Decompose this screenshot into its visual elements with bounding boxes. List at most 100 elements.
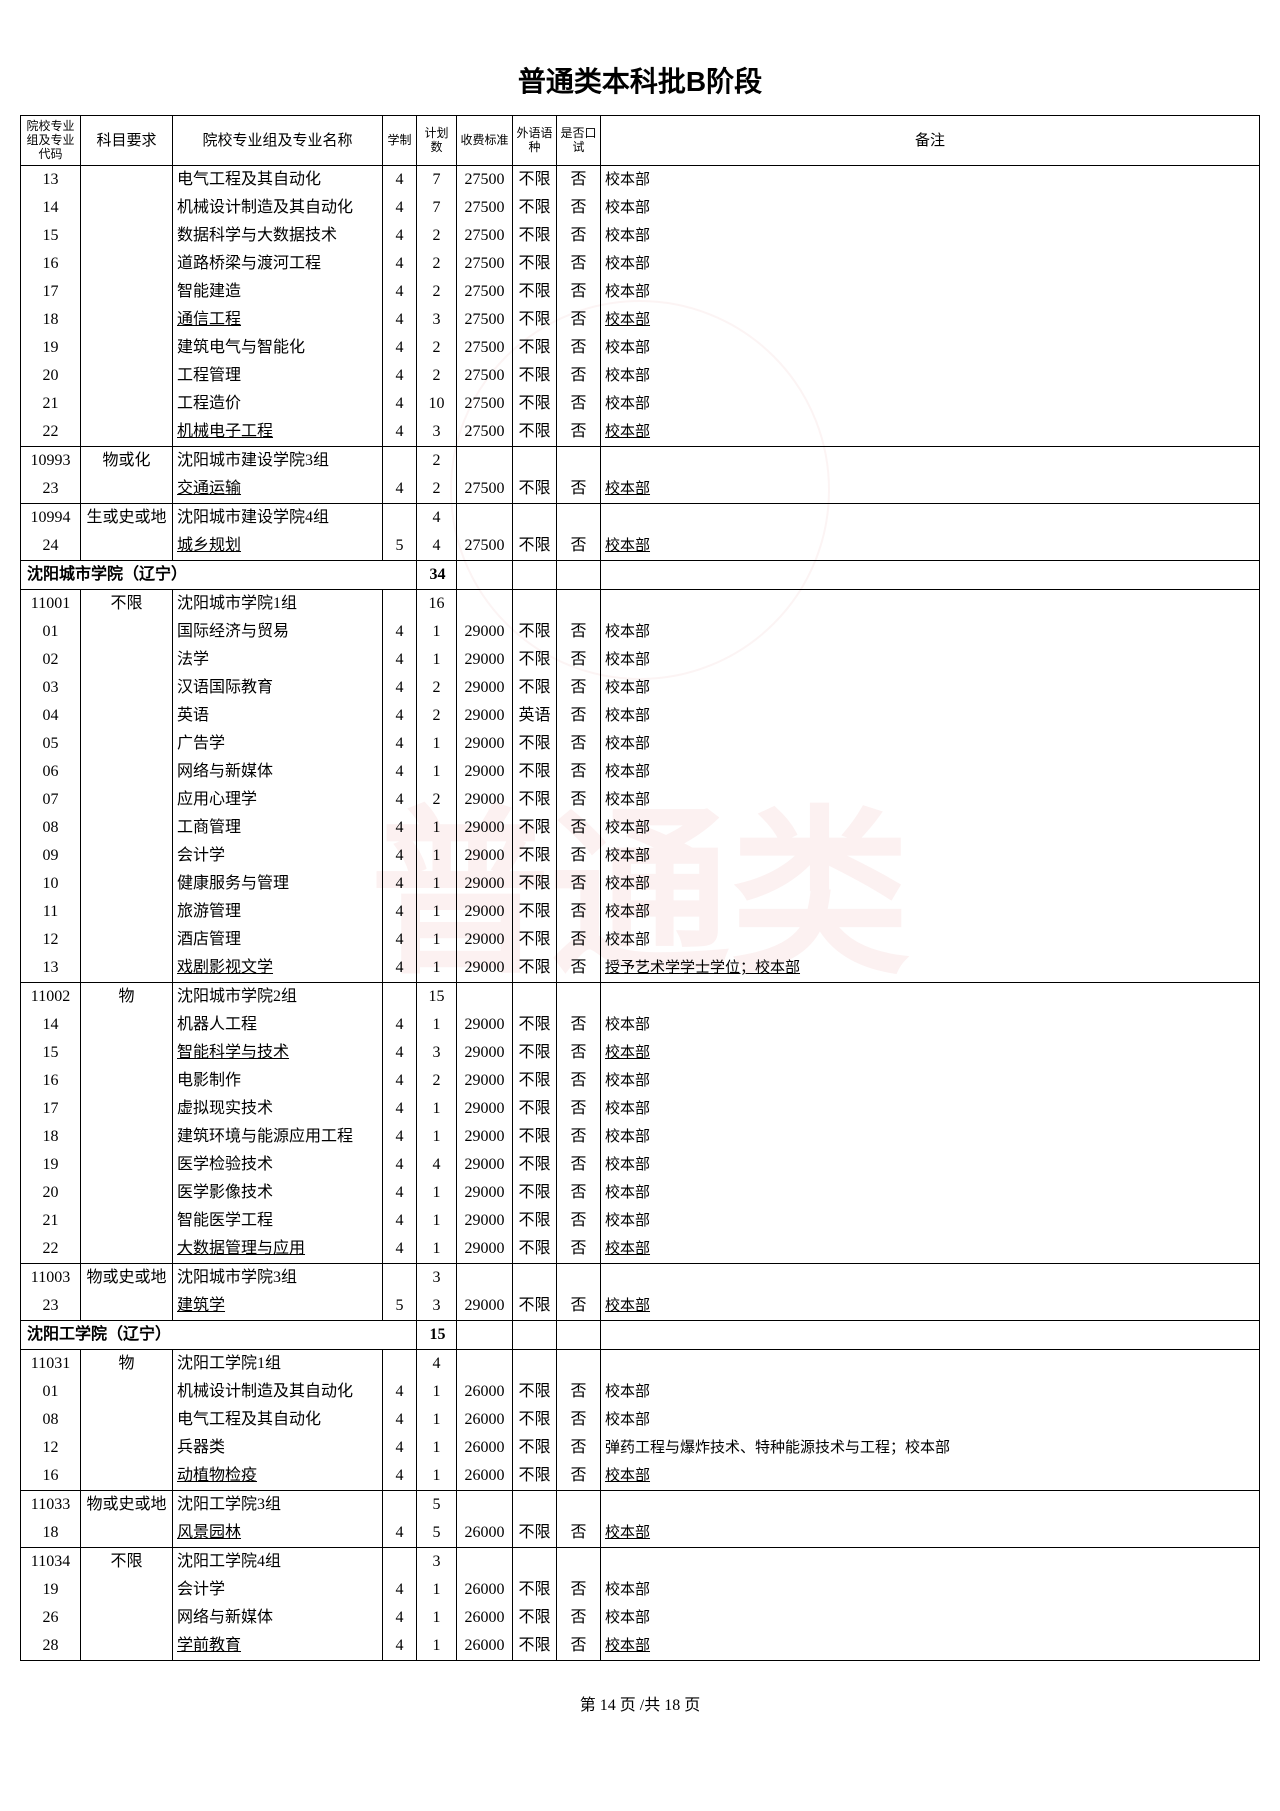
cell-plan: 1 <box>417 1604 457 1632</box>
cell-code: 11033 <box>21 1491 81 1520</box>
cell-oral: 否 <box>557 842 601 870</box>
cell-subject <box>81 646 173 674</box>
cell-years: 4 <box>383 618 417 646</box>
cell-fee: 27500 <box>457 250 513 278</box>
cell-major-name: 工商管理 <box>173 814 383 842</box>
cell-lang: 不限 <box>513 954 557 983</box>
cell-years: 4 <box>383 194 417 222</box>
cell-years: 4 <box>383 1462 417 1491</box>
cell-remark: 校本部 <box>601 278 1260 306</box>
cell-oral: 否 <box>557 362 601 390</box>
cell-code: 08 <box>21 814 81 842</box>
cell-plan: 4 <box>417 532 457 561</box>
cell-remark: 校本部 <box>601 926 1260 954</box>
cell-major-name: 机械电子工程 <box>173 418 383 447</box>
table-row: 13戏剧影视文学4129000不限否授予艺术学学士学位；校本部 <box>21 954 1260 983</box>
table-row: 09会计学4129000不限否校本部 <box>21 842 1260 870</box>
table-row: 12兵器类4126000不限否弹药工程与爆炸技术、特种能源技术与工程；校本部 <box>21 1434 1260 1462</box>
cell-lang: 不限 <box>513 926 557 954</box>
cell-plan: 2 <box>417 674 457 702</box>
table-row: 12酒店管理4129000不限否校本部 <box>21 926 1260 954</box>
cell-plan: 4 <box>417 1151 457 1179</box>
cell-oral: 否 <box>557 1235 601 1264</box>
table-row: 24城乡规划5427500不限否校本部 <box>21 532 1260 561</box>
cell-plan: 2 <box>417 475 457 504</box>
cell-fee: 27500 <box>457 475 513 504</box>
cell-fee: 29000 <box>457 814 513 842</box>
cell-years: 4 <box>383 954 417 983</box>
cell-lang: 不限 <box>513 730 557 758</box>
cell-fee <box>457 1350 513 1379</box>
cell-oral: 否 <box>557 786 601 814</box>
cell-years: 4 <box>383 1406 417 1434</box>
cell-fee: 27500 <box>457 194 513 222</box>
cell-oral: 否 <box>557 250 601 278</box>
cell-oral <box>557 1350 601 1379</box>
cell-fee: 29000 <box>457 786 513 814</box>
table-row: 19医学检验技术4429000不限否校本部 <box>21 1151 1260 1179</box>
cell-code: 19 <box>21 334 81 362</box>
cell-years: 4 <box>383 1067 417 1095</box>
cell-oral: 否 <box>557 1207 601 1235</box>
cell-lang: 不限 <box>513 1576 557 1604</box>
table-row: 01机械设计制造及其自动化4126000不限否校本部 <box>21 1378 1260 1406</box>
cell-remark: 校本部 <box>601 1067 1260 1095</box>
cell-major-name: 智能建造 <box>173 278 383 306</box>
cell-major-name: 电气工程及其自动化 <box>173 1406 383 1434</box>
cell-major-name: 会计学 <box>173 842 383 870</box>
cell-subject <box>81 1604 173 1632</box>
cell-subject <box>81 870 173 898</box>
cell-major-name: 应用心理学 <box>173 786 383 814</box>
cell-fee <box>457 1548 513 1577</box>
cell-years: 4 <box>383 306 417 334</box>
cell-fee <box>457 590 513 619</box>
cell-years: 4 <box>383 926 417 954</box>
cell-lang: 不限 <box>513 814 557 842</box>
cell-lang <box>513 1350 557 1379</box>
cell-fee: 29000 <box>457 646 513 674</box>
cell-major-name: 工程管理 <box>173 362 383 390</box>
cell-lang <box>513 590 557 619</box>
cell-fee: 29000 <box>457 758 513 786</box>
table-row: 26网络与新媒体4126000不限否校本部 <box>21 1604 1260 1632</box>
cell-subject: 生或史或地 <box>81 504 173 533</box>
cell-major-name: 医学影像技术 <box>173 1179 383 1207</box>
cell-oral: 否 <box>557 1519 601 1548</box>
cell-lang: 不限 <box>513 334 557 362</box>
cell-subject <box>81 418 173 447</box>
cell-oral: 否 <box>557 1604 601 1632</box>
cell-years: 4 <box>383 702 417 730</box>
cell-code: 10993 <box>21 447 81 476</box>
cell-fee: 29000 <box>457 730 513 758</box>
cell-subject <box>81 730 173 758</box>
cell-subject <box>81 1632 173 1661</box>
cell-remark: 校本部 <box>601 1123 1260 1151</box>
table-row: 14机器人工程4129000不限否校本部 <box>21 1011 1260 1039</box>
cell-remark: 校本部 <box>601 1151 1260 1179</box>
cell-subject <box>81 898 173 926</box>
cell-lang: 不限 <box>513 306 557 334</box>
cell-plan: 1 <box>417 1179 457 1207</box>
cell-remark: 校本部 <box>601 1632 1260 1661</box>
cell-years: 4 <box>383 1011 417 1039</box>
cell-fee: 26000 <box>457 1434 513 1462</box>
cell-oral: 否 <box>557 870 601 898</box>
cell-fee: 27500 <box>457 222 513 250</box>
cell-oral: 否 <box>557 954 601 983</box>
cell-oral: 否 <box>557 898 601 926</box>
cell-major-name: 机械设计制造及其自动化 <box>173 194 383 222</box>
cell-years: 4 <box>383 278 417 306</box>
cell-oral <box>557 447 601 476</box>
table-row: 13电气工程及其自动化4727500不限否校本部 <box>21 166 1260 195</box>
table-row: 05广告学4129000不限否校本部 <box>21 730 1260 758</box>
cell-lang <box>513 983 557 1012</box>
cell-remark: 校本部 <box>601 306 1260 334</box>
cell-lang: 不限 <box>513 1378 557 1406</box>
table-row: 18通信工程4327500不限否校本部 <box>21 306 1260 334</box>
cell-lang: 不限 <box>513 1123 557 1151</box>
cell-lang: 不限 <box>513 758 557 786</box>
cell-fee: 29000 <box>457 1292 513 1321</box>
cell-remark: 校本部 <box>601 250 1260 278</box>
cell-remark <box>601 590 1260 619</box>
table-row: 11003物或史或地沈阳城市学院3组3 <box>21 1264 1260 1293</box>
